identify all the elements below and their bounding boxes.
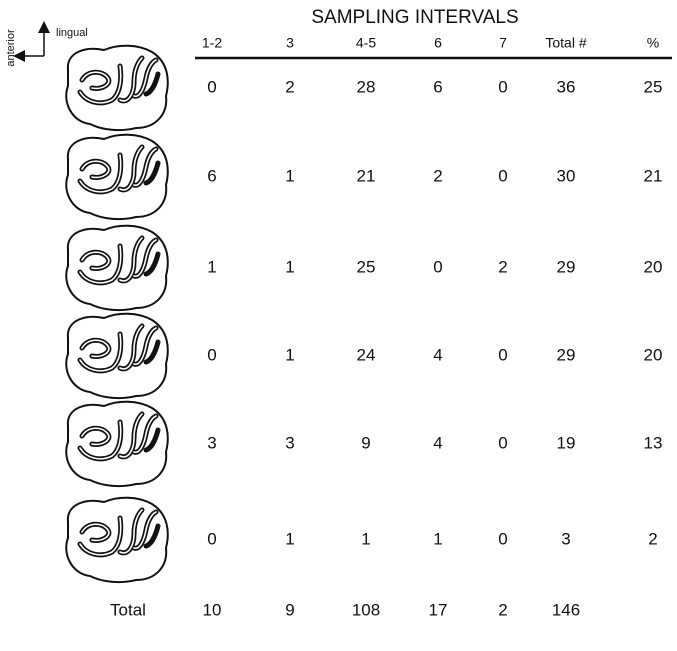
cell: 2: [285, 77, 294, 96]
cell: 0: [207, 529, 216, 548]
tooth-drawing: [66, 135, 168, 219]
total-cell: 10: [203, 600, 222, 619]
cell: 3: [561, 529, 570, 548]
cell: 9: [361, 433, 370, 452]
cell: 29: [557, 345, 576, 364]
cell: 30: [557, 166, 576, 185]
total-cell: 108: [352, 600, 380, 619]
cell: 0: [498, 345, 507, 364]
cell: 6: [207, 166, 216, 185]
cell: 1: [285, 257, 294, 276]
cell: 19: [557, 433, 576, 452]
cell: 29: [557, 257, 576, 276]
cell: 1: [285, 166, 294, 185]
column-header: %: [647, 35, 659, 51]
anterior-label: anterior: [5, 29, 17, 67]
cell: 3: [285, 433, 294, 452]
cell: 28: [357, 77, 376, 96]
cell: 25: [357, 257, 376, 276]
cell: 2: [498, 257, 507, 276]
column-header: Total #: [545, 35, 586, 51]
column-header: 3: [286, 35, 294, 51]
cell: 4: [433, 433, 442, 452]
cell: 0: [207, 345, 216, 364]
cell: 1: [361, 529, 370, 548]
cell: 2: [433, 166, 442, 185]
title: SAMPLING INTERVALS: [311, 7, 518, 28]
cell: 13: [644, 433, 663, 452]
cell: 20: [644, 345, 663, 364]
total-label: Total: [110, 600, 146, 619]
cell: 1: [207, 257, 216, 276]
cell: 21: [357, 166, 376, 185]
cell: 25: [644, 77, 663, 96]
cell: 3: [207, 433, 216, 452]
total-cell: 17: [429, 600, 448, 619]
cell: 0: [498, 77, 507, 96]
cell: 20: [644, 257, 663, 276]
tooth-drawing: [66, 498, 168, 582]
tooth-drawings: [66, 46, 168, 582]
column-header: 1-2: [202, 35, 222, 51]
cell: 36: [557, 77, 576, 96]
column-header: 4-5: [356, 35, 376, 51]
cell: 0: [207, 77, 216, 96]
cell: 21: [644, 166, 663, 185]
cell: 0: [498, 166, 507, 185]
cell: 1: [285, 345, 294, 364]
total-cell: 9: [285, 600, 294, 619]
cell: 1: [433, 529, 442, 548]
cell: 1: [285, 529, 294, 548]
cell: 2: [648, 529, 657, 548]
total-cell: 2: [498, 600, 507, 619]
lingual-label: lingual: [56, 27, 88, 39]
cell: 24: [357, 345, 376, 364]
tooth-drawing: [66, 402, 168, 486]
cell: 0: [498, 433, 507, 452]
cell: 4: [433, 345, 442, 364]
tooth-drawing: [66, 226, 168, 310]
column-header: 7: [499, 35, 507, 51]
tooth-drawing: [66, 46, 168, 130]
column-header: 6: [434, 35, 442, 51]
cell: 0: [433, 257, 442, 276]
cell: 6: [433, 77, 442, 96]
total-cell: 146: [552, 600, 580, 619]
cell: 0: [498, 529, 507, 548]
tooth-drawing: [66, 314, 168, 398]
